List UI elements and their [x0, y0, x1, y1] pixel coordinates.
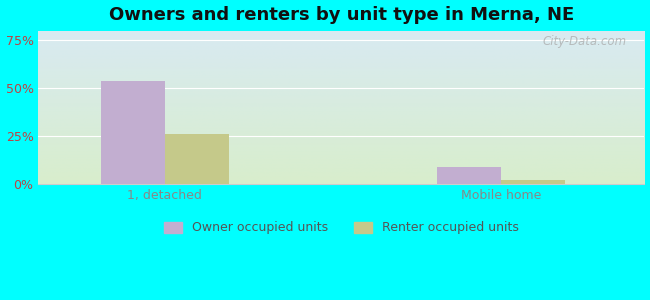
Text: City-Data.com: City-Data.com — [542, 35, 626, 48]
Bar — [101, 81, 164, 184]
Bar — [164, 134, 229, 184]
Bar — [437, 167, 501, 184]
Bar — [501, 181, 566, 184]
Legend: Owner occupied units, Renter occupied units: Owner occupied units, Renter occupied un… — [159, 217, 524, 239]
Title: Owners and renters by unit type in Merna, NE: Owners and renters by unit type in Merna… — [109, 6, 574, 24]
